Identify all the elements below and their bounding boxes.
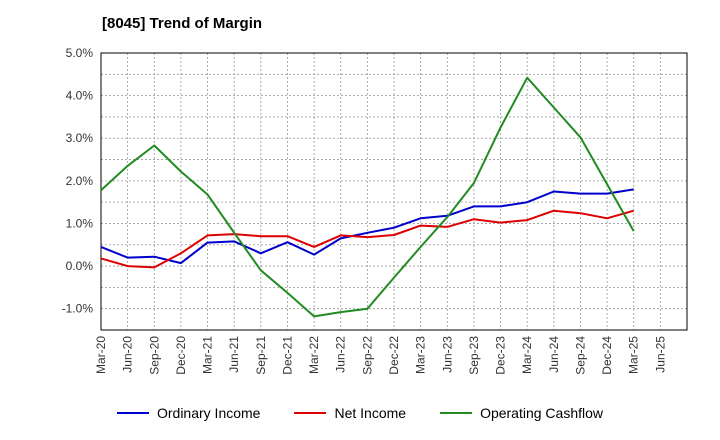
- legend: Ordinary Income Net Income Operating Cas…: [0, 405, 720, 421]
- legend-label-net-income: Net Income: [334, 405, 407, 421]
- x-tick-label: Jun-20: [121, 336, 135, 373]
- y-tick-label: 3.0%: [66, 131, 94, 145]
- x-tick-label: Mar-23: [414, 336, 428, 374]
- x-tick-label: Mar-25: [627, 336, 641, 374]
- y-tick-label: 1.0%: [66, 216, 94, 230]
- x-tick-label: Jun-24: [547, 336, 561, 373]
- legend-swatch-net-income: [294, 412, 327, 414]
- y-tick-label: 2.0%: [66, 174, 94, 188]
- y-tick-label: 0.0%: [66, 259, 94, 273]
- x-tick-label: Dec-20: [174, 336, 188, 375]
- x-axis-ticks: Mar-20 Jun-20 Sep-20 Dec-20 Mar-21 Jun-21 Sep-…: [94, 336, 667, 375]
- grid-layer: [101, 53, 687, 330]
- legend-label-operating-cashflow: Operating Cashflow: [480, 405, 604, 421]
- x-tick-label: Jun-23: [440, 336, 454, 373]
- x-tick-label: Sep-20: [147, 336, 161, 375]
- y-tick-label: 4.0%: [66, 89, 94, 103]
- plot-frame: [100, 52, 688, 331]
- x-tick-label: Jun-22: [334, 336, 348, 373]
- x-tick-label: Jun-21: [227, 336, 241, 373]
- x-tick-label: Sep-21: [254, 336, 268, 375]
- series-line-operating-cashflow: [100, 76, 635, 318]
- x-tick-label: Jun-25: [653, 336, 667, 373]
- chart-title: [8045] Trend of Margin: [102, 15, 263, 32]
- legend-swatch-ordinary-income: [116, 412, 149, 414]
- x-tick-label: Mar-21: [201, 336, 215, 374]
- y-tick-label: -1.0%: [62, 302, 94, 316]
- legend-swatch-operating-cashflow: [440, 412, 473, 414]
- x-tick-label: Mar-20: [94, 336, 108, 374]
- x-tick-label: Dec-24: [600, 336, 614, 375]
- x-tick-label: Dec-22: [387, 336, 401, 375]
- x-tick-label: Sep-24: [573, 336, 587, 375]
- legend-item-ordinary-income: Ordinary Income: [116, 405, 261, 421]
- series-line-net-income: [100, 209, 634, 269]
- x-tick-label: Sep-22: [360, 336, 374, 375]
- legend-label-ordinary-income: Ordinary Income: [156, 405, 261, 421]
- legend-item-net-income: Net Income: [294, 405, 406, 421]
- legend-item-operating-cashflow: Operating Cashflow: [440, 405, 603, 421]
- y-axis-ticks: -1.0% 0.0% 1.0% 2.0% 3.0% 4.0% 5.0%: [62, 46, 94, 316]
- x-tick-label: Mar-22: [307, 336, 321, 374]
- x-tick-label: Sep-23: [467, 336, 481, 375]
- y-tick-label: 5.0%: [66, 46, 94, 60]
- series-line-ordinary-income: [100, 188, 634, 265]
- series-layer: [100, 76, 635, 318]
- x-tick-label: Mar-24: [520, 336, 534, 374]
- x-tick-label: Dec-21: [280, 336, 294, 375]
- x-tick-label: Dec-23: [494, 336, 508, 375]
